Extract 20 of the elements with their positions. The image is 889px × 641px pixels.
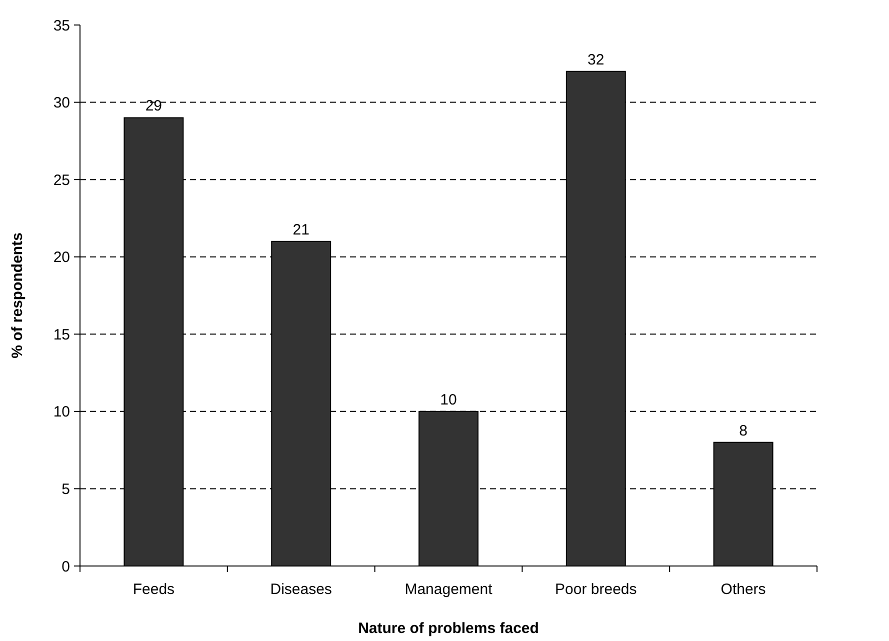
data-label: 21 [292,221,310,238]
data-label: 29 [145,98,162,115]
y-tick-label: 25 [53,172,70,189]
x-tick-label: Management [404,581,494,598]
x-axis-title: Nature of problems faced [358,620,539,637]
data-label: 8 [739,422,748,440]
x-tick-label: Others [720,581,766,598]
y-tick-label: 10 [53,404,70,421]
y-tick-label: 5 [62,480,70,498]
y-axis-title: % of respondents [9,232,26,358]
y-tick-label: 35 [53,17,70,34]
x-tick-label: Diseases [270,581,332,598]
y-tick-label: 0 [62,558,70,576]
data-label: 10 [440,391,457,408]
y-tick-label: 20 [53,249,70,266]
y-tick-label: 30 [53,94,70,112]
x-tick-label: Poor breeds [555,581,637,598]
y-tick-label: 15 [53,326,70,344]
x-tick-label: Feeds [132,581,175,598]
data-label: 32 [588,51,604,68]
